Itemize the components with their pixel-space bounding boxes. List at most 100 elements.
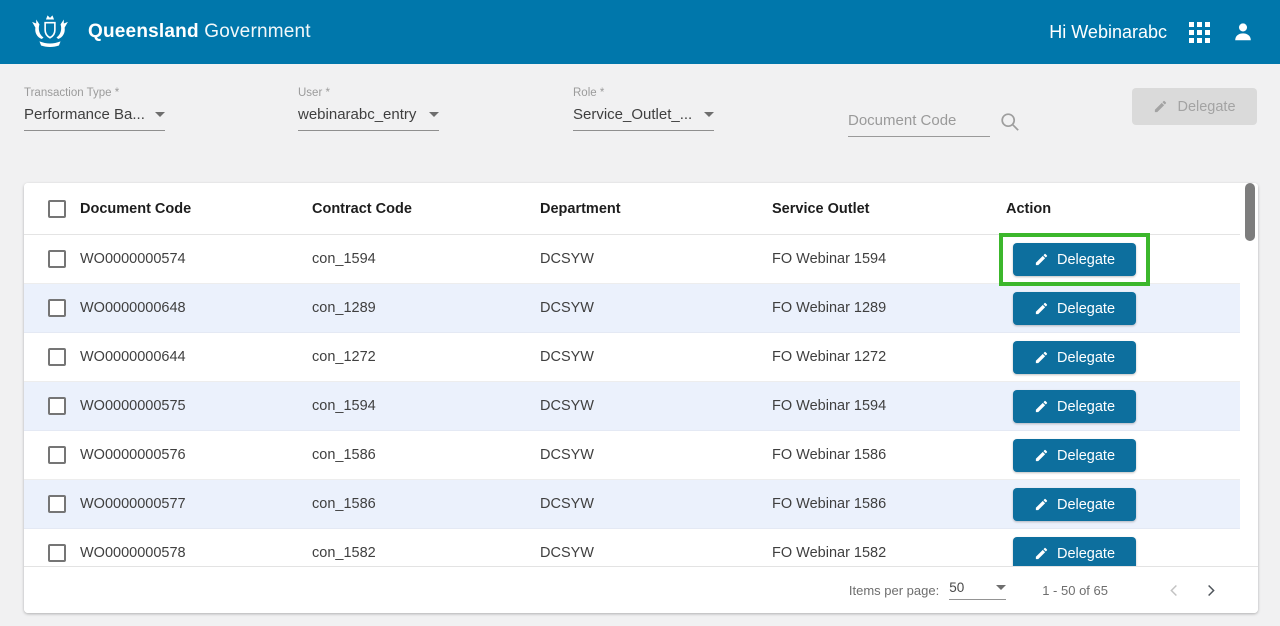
pencil-icon: [1035, 498, 1048, 511]
column-header-department: Department: [540, 200, 621, 217]
cell-department: DCSYW: [540, 349, 594, 365]
row-delegate-label: Delegate: [1056, 545, 1116, 562]
cell-contract-code: con_1582: [312, 545, 376, 561]
brand: Queensland Government: [24, 9, 311, 56]
table-row: WO0000000576 con_1586 DCSYW FO Webinar 1…: [24, 431, 1240, 480]
cell-department: DCSYW: [540, 398, 594, 414]
cell-document-code: WO0000000648: [80, 300, 186, 316]
table-row: WO0000000648 con_1289 DCSYW FO Webinar 1…: [24, 284, 1240, 333]
brand-text: Queensland Government: [88, 21, 311, 43]
brand-text-primary: Queensland: [88, 21, 199, 42]
action-cell: Delegate: [1013, 439, 1136, 472]
cell-contract-code: con_1586: [312, 447, 376, 463]
pencil-icon: [1035, 302, 1048, 315]
row-delegate-button[interactable]: Delegate: [1013, 341, 1136, 374]
cell-department: DCSYW: [540, 300, 594, 316]
row-delegate-button[interactable]: Delegate: [1013, 488, 1136, 521]
pencil-icon: [1035, 400, 1048, 413]
table-header-row: Document Code Contract Code Department S…: [24, 183, 1258, 235]
row-checkbox[interactable]: [48, 348, 66, 366]
row-delegate-button[interactable]: Delegate: [1013, 537, 1136, 570]
row-checkbox[interactable]: [48, 544, 66, 562]
transaction-type-field: Transaction Type * Performance Ba...: [24, 87, 184, 131]
row-delegate-label: Delegate: [1056, 398, 1116, 415]
pencil-icon: [1035, 253, 1048, 266]
row-checkbox[interactable]: [48, 299, 66, 317]
scrollbar-thumb[interactable]: [1245, 183, 1255, 241]
row-checkbox[interactable]: [48, 397, 66, 415]
role-value: Service_Outlet_...: [573, 106, 693, 123]
column-header-action: Action: [1006, 200, 1052, 217]
brand-text-secondary: Government: [204, 21, 311, 42]
action-cell: Delegate: [1013, 537, 1136, 570]
previous-page-button[interactable]: [1156, 572, 1192, 608]
row-delegate-label: Delegate: [1056, 496, 1116, 513]
cell-department: DCSYW: [540, 447, 594, 463]
items-per-page-select[interactable]: 50: [949, 580, 1007, 600]
cell-contract-code: con_1594: [312, 251, 376, 267]
cell-contract-code: con_1272: [312, 349, 376, 365]
table-row: WO0000000575 con_1594 DCSYW FO Webinar 1…: [24, 382, 1240, 431]
role-select[interactable]: Service_Outlet_...: [573, 106, 714, 131]
row-delegate-button[interactable]: Delegate: [1013, 243, 1136, 276]
row-delegate-button[interactable]: Delegate: [1013, 292, 1136, 325]
cell-document-code: WO0000000577: [80, 496, 186, 512]
table-rows: WO0000000574 con_1594 DCSYW FO Webinar 1…: [24, 233, 1240, 578]
filter-bar: Transaction Type * Performance Ba... Use…: [0, 64, 1280, 183]
transaction-type-select[interactable]: Performance Ba...: [24, 106, 165, 131]
action-cell: Delegate: [999, 233, 1150, 286]
action-cell: Delegate: [1013, 488, 1136, 521]
row-delegate-button[interactable]: Delegate: [1013, 390, 1136, 423]
document-code-field: [848, 87, 1019, 137]
appbar-right: Hi Webinarabc: [1049, 21, 1254, 43]
row-delegate-label: Delegate: [1056, 447, 1116, 464]
row-delegate-label: Delegate: [1056, 251, 1116, 268]
pencil-icon: [1155, 100, 1167, 113]
action-cell: Delegate: [1013, 341, 1136, 374]
cell-service-outlet: FO Webinar 1289: [772, 300, 887, 316]
cell-service-outlet: FO Webinar 1594: [772, 251, 887, 267]
cell-document-code: WO0000000644: [80, 349, 186, 365]
table-row: WO0000000644 con_1272 DCSYW FO Webinar 1…: [24, 333, 1240, 382]
search-icon[interactable]: [1000, 112, 1020, 137]
cell-department: DCSYW: [540, 251, 594, 267]
user-account-icon[interactable]: [1232, 21, 1254, 43]
row-checkbox[interactable]: [48, 250, 66, 268]
cell-document-code: WO0000000575: [80, 398, 186, 414]
pencil-icon: [1035, 547, 1048, 560]
user-greeting: Hi Webinarabc: [1049, 21, 1167, 42]
column-header-service-outlet: Service Outlet: [772, 200, 870, 217]
role-label: Role *: [573, 87, 605, 99]
cell-service-outlet: FO Webinar 1586: [772, 496, 887, 512]
chevron-down-icon: [704, 112, 714, 117]
app-header: Queensland Government Hi Webinarabc: [0, 0, 1280, 64]
cell-department: DCSYW: [540, 496, 594, 512]
select-all-checkbox[interactable]: [48, 199, 66, 218]
row-checkbox[interactable]: [48, 446, 66, 464]
results-table-card: Document Code Contract Code Department S…: [24, 183, 1258, 613]
user-value: webinarabc_entry: [298, 106, 417, 123]
row-checkbox[interactable]: [48, 495, 66, 513]
scrollbar-track[interactable]: [1240, 183, 1258, 566]
cell-service-outlet: FO Webinar 1582: [772, 545, 887, 561]
user-field: User * webinarabc_entry: [298, 87, 458, 131]
cell-contract-code: con_1594: [312, 398, 376, 414]
chevron-down-icon: [429, 112, 439, 117]
cell-contract-code: con_1586: [312, 496, 376, 512]
paginator: Items per page: 50 1 - 50 of 65: [24, 566, 1258, 613]
delegate-button-disabled[interactable]: Delegate: [1132, 88, 1257, 125]
cell-department: DCSYW: [540, 545, 594, 561]
delegate-button-label: Delegate: [1177, 98, 1236, 115]
next-page-button[interactable]: [1192, 572, 1228, 608]
row-delegate-label: Delegate: [1056, 349, 1116, 366]
action-cell: Delegate: [1013, 390, 1136, 423]
row-delegate-button[interactable]: Delegate: [1013, 439, 1136, 472]
document-code-input[interactable]: [848, 112, 990, 137]
user-select[interactable]: webinarabc_entry: [298, 106, 439, 131]
page-range-label: 1 - 50 of 65: [1042, 582, 1108, 598]
transaction-type-label: Transaction Type *: [24, 87, 120, 99]
apps-grid-icon[interactable]: [1189, 21, 1210, 43]
cell-service-outlet: FO Webinar 1272: [772, 349, 887, 365]
cell-service-outlet: FO Webinar 1586: [772, 447, 887, 463]
